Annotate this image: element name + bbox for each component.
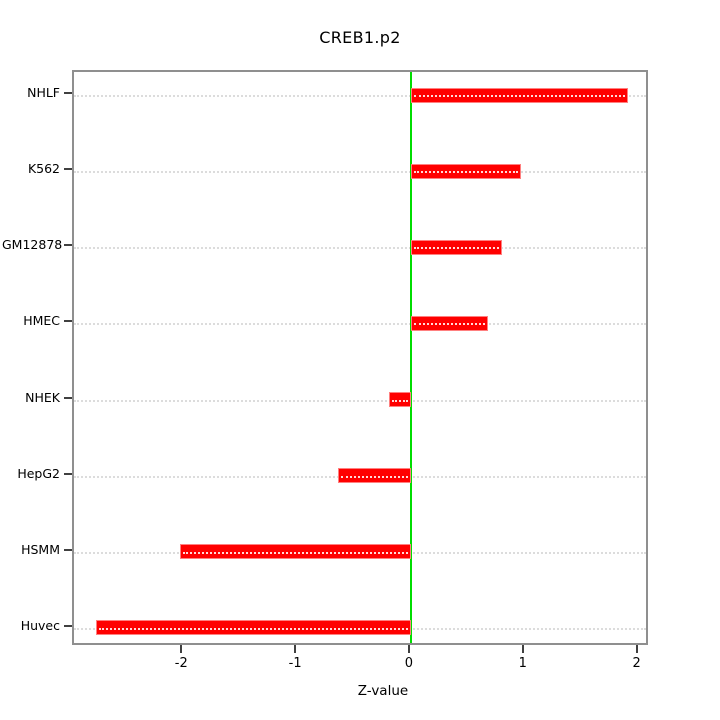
x-axis-tick [635,645,638,653]
bar-dotted-pattern [413,171,519,174]
y-axis-tick [64,624,72,627]
y-tick-label: HMEC [23,313,60,329]
x-tick-label: -1 [288,656,302,671]
x-axis-label: Z-value [357,683,409,699]
x-tick-label: 0 [404,656,414,671]
gridline [74,247,646,250]
y-tick-label: K562 [27,161,60,177]
y-tick-label: Huvec [20,617,60,633]
y-tick-label: HSMM [21,541,60,557]
gridline [74,323,646,326]
bar-dotted-pattern [413,323,486,326]
bar-dotted-pattern [392,399,408,402]
x-axis-tick [294,645,297,653]
x-tick-label: 1 [518,656,527,671]
bar [410,87,629,103]
plot-area [72,70,648,645]
y-axis-tick [64,320,72,323]
bar-dotted-pattern [98,627,408,630]
bar-dotted-pattern [413,95,626,97]
bar [389,392,411,408]
y-tick-label: HepG2 [17,465,60,481]
y-axis-tick [64,396,72,399]
bar-dotted-pattern [182,551,408,554]
x-axis-tick [521,645,524,653]
y-axis-tick [64,472,72,475]
y-tick-label: NHLF [27,85,60,100]
bar [410,163,522,179]
gridline [74,95,646,97]
y-tick-label: GM12878 [2,237,63,253]
y-axis-tick [64,92,72,94]
bar [179,544,411,560]
x-axis-tick [180,645,183,653]
bar [410,239,502,255]
y-axis-tick [64,244,72,247]
y-axis-tick [64,168,72,171]
chart-title: CREB1.p2 [319,28,401,47]
bar [410,315,489,331]
y-tick-label: NHEK [25,389,60,405]
bar-dotted-pattern [341,475,408,478]
x-tick-label: 2 [632,656,641,671]
bar [338,468,411,484]
bar [95,620,411,636]
gridline [74,399,646,402]
x-tick-label: -2 [174,656,188,671]
gridline [74,171,646,174]
bar-dotted-pattern [413,247,499,250]
y-axis-tick [64,548,72,551]
x-axis-tick [407,645,410,653]
zero-reference-line [409,72,412,643]
